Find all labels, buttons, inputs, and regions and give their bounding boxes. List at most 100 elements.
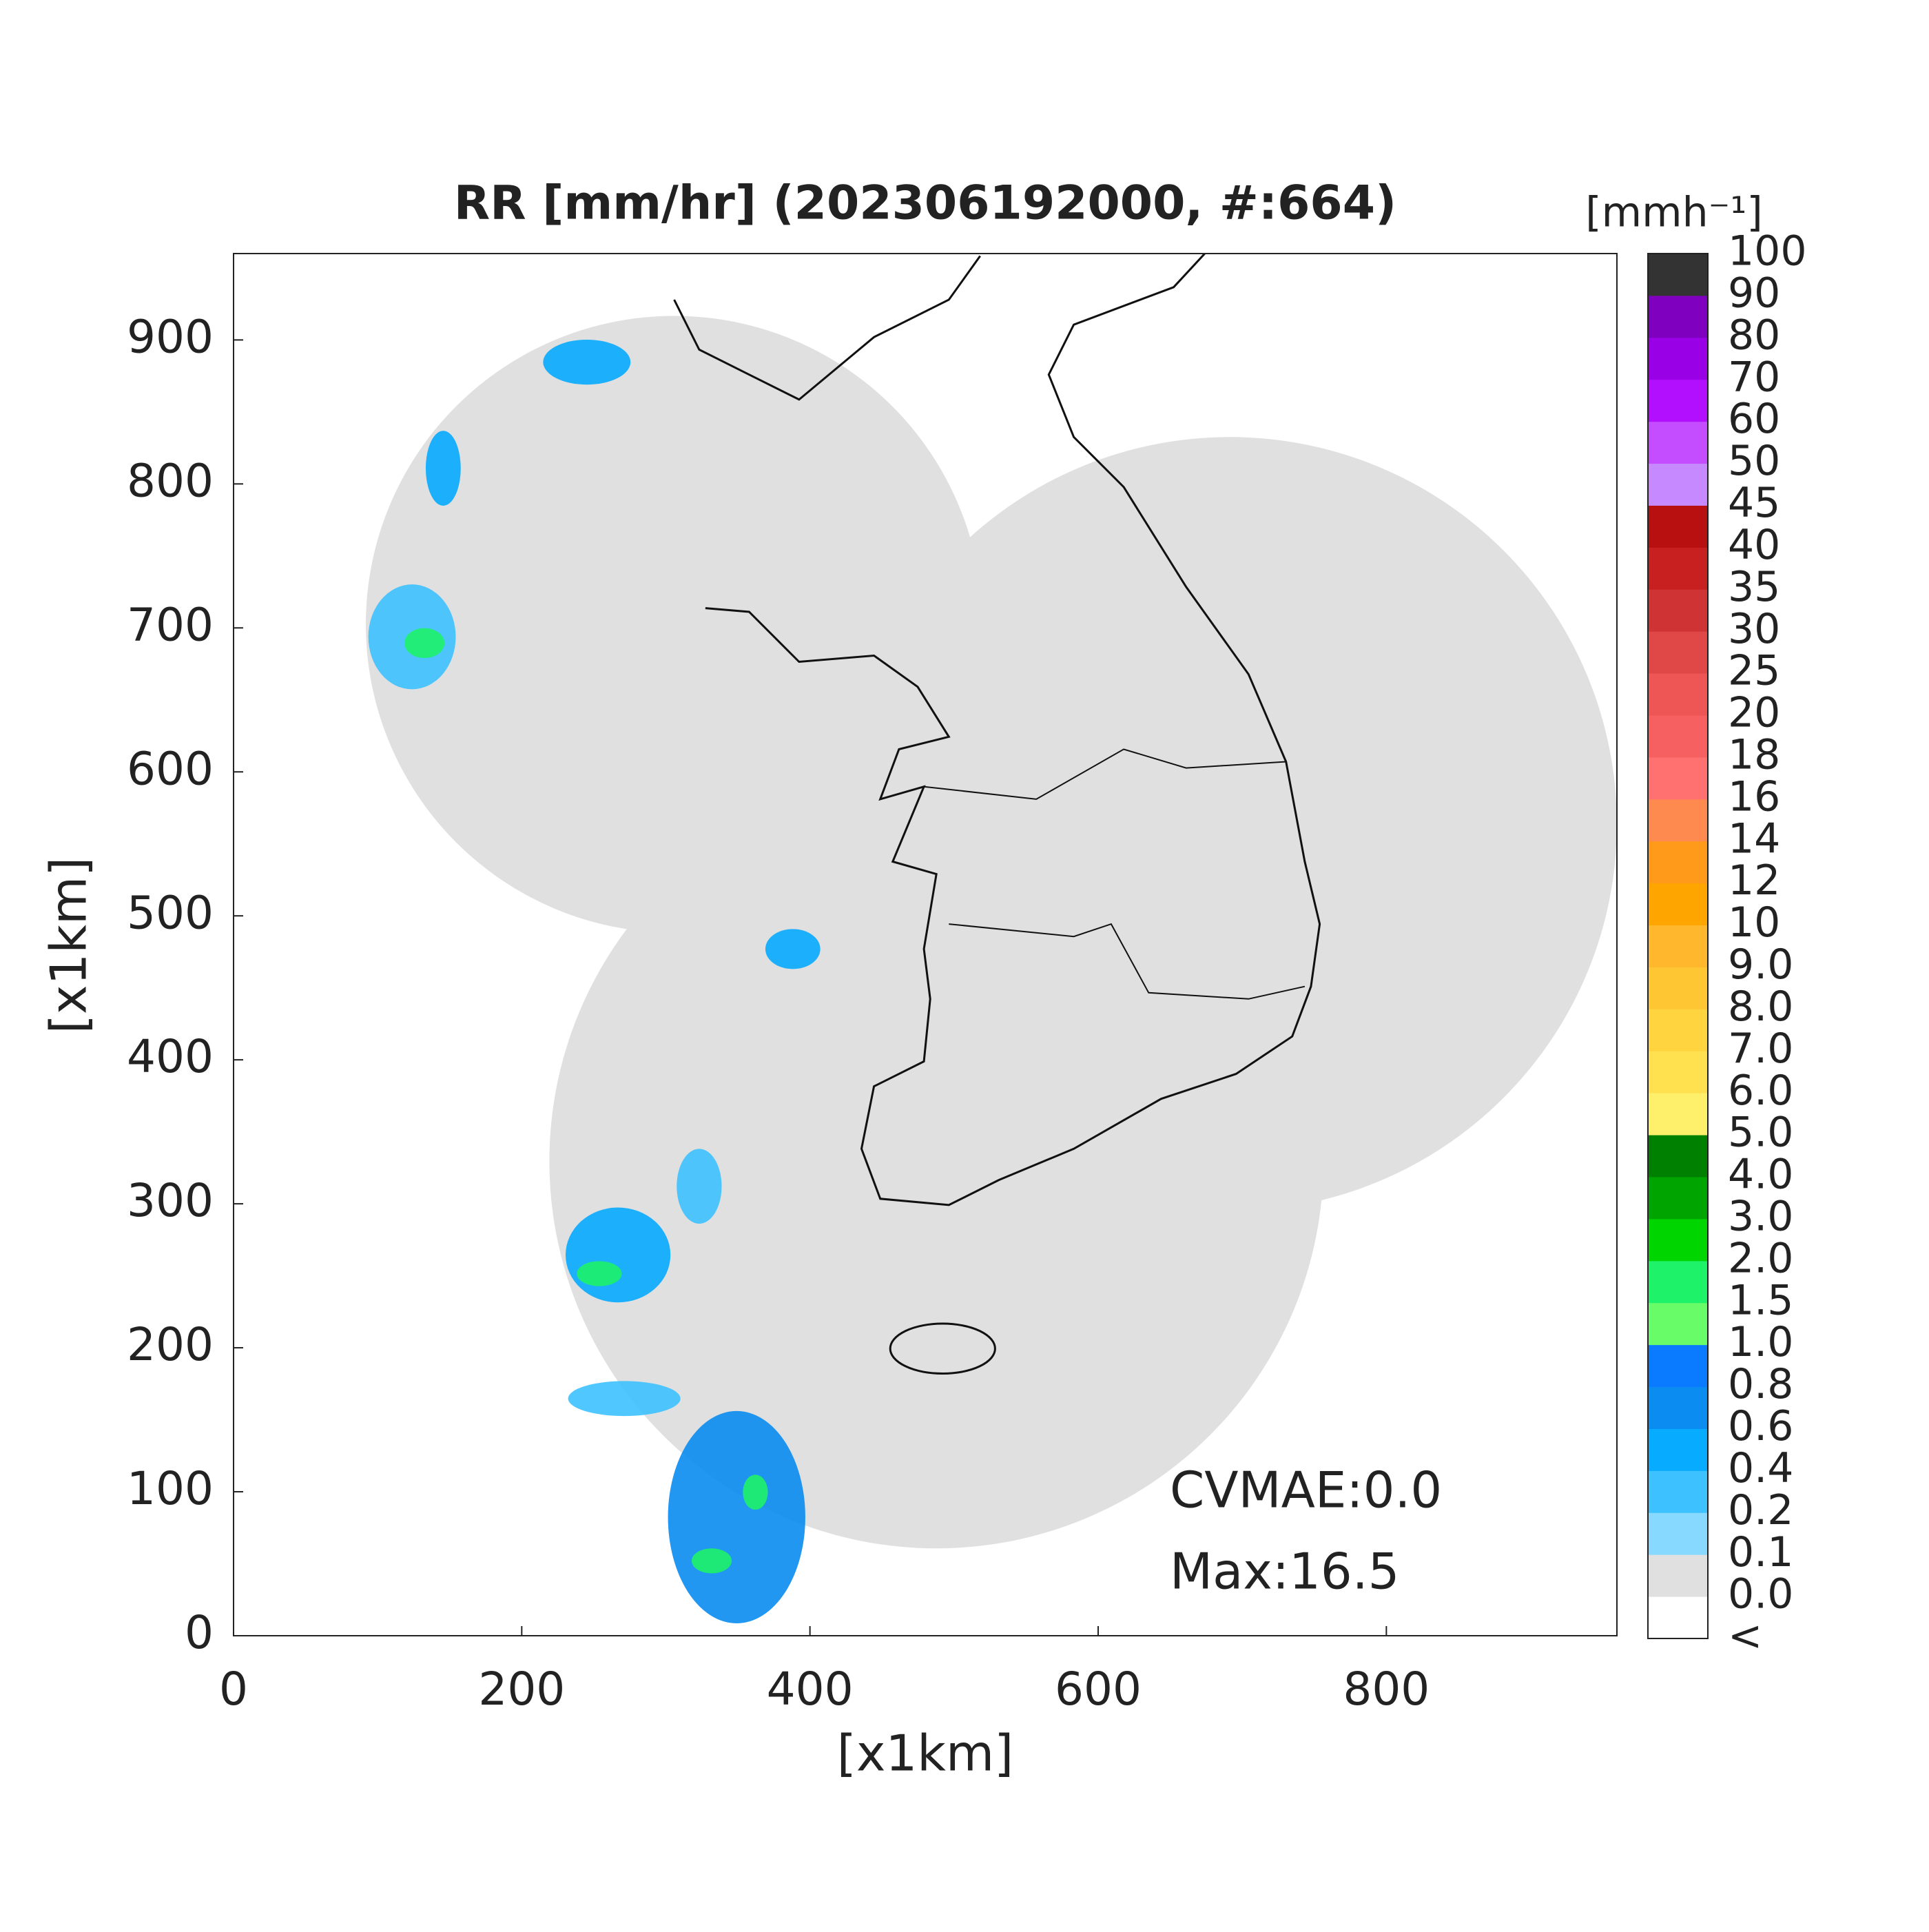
colorbar-segment: [1648, 1260, 1708, 1304]
colorbar-segment: [1648, 379, 1708, 422]
colorbar-segment: [1648, 1470, 1708, 1513]
x-tick-label: 0: [219, 1663, 248, 1716]
colorbar-segment: [1648, 631, 1708, 674]
coastline: [705, 254, 1321, 1206]
colorbar-tick-label: 5.0: [1728, 1109, 1793, 1157]
colorbar-segment: [1648, 1093, 1708, 1135]
colorbar-segment: [1648, 1428, 1708, 1471]
colorbar-segment: [1648, 841, 1708, 884]
colorbar-tick-label: 18: [1728, 731, 1780, 779]
colorbar-tick-label: 7.0: [1728, 1025, 1793, 1073]
colorbar-segment: [1648, 967, 1708, 1009]
province-border: [949, 923, 1306, 1000]
colorbar-tick-label: 0.0: [1728, 1570, 1793, 1618]
axes-frame: [233, 253, 1618, 1636]
colorbar-tick-label: 60: [1728, 395, 1780, 443]
colorbar-segment: [1648, 925, 1708, 967]
x-tick-label: 200: [478, 1663, 565, 1716]
x-tick-label: 400: [767, 1663, 854, 1716]
province-border: [923, 748, 1286, 800]
colorbar-segment: [1648, 1386, 1708, 1429]
colorbar-tick-label: 6.0: [1728, 1067, 1793, 1115]
colorbar-frame: [1647, 253, 1709, 1639]
rain-patch: [568, 1381, 681, 1417]
y-tick-label: 900: [127, 310, 214, 363]
colorbar-segment: [1648, 799, 1708, 842]
colorbar-tick-label: 70: [1728, 353, 1780, 401]
y-tick-label: 700: [127, 598, 214, 651]
rain-patch: [668, 1410, 805, 1623]
colorbar-tick-label: 9.0: [1728, 941, 1793, 989]
y-tick-label: 600: [127, 742, 214, 795]
colorbar-tick-label: 3.0: [1728, 1193, 1793, 1241]
rain-patch: [577, 1261, 622, 1286]
colorbar-tick-label: 4.0: [1728, 1151, 1793, 1199]
colorbar-segment: [1648, 337, 1708, 380]
colorbar-tick-label: 0.4: [1728, 1444, 1793, 1492]
rain-patch: [543, 339, 631, 385]
colorbar-segment: [1648, 1218, 1708, 1262]
y-tick-label: 400: [127, 1030, 214, 1083]
colorbar-segment: [1648, 1596, 1708, 1639]
rain-patch: [425, 431, 461, 506]
colorbar-segment: [1648, 463, 1708, 506]
island: [889, 1322, 996, 1375]
radar-coverage: [843, 437, 1617, 1211]
colorbar-tick-label: 45: [1728, 479, 1780, 527]
colorbar-tick-label: 50: [1728, 437, 1780, 485]
y-tick-label: 300: [127, 1174, 214, 1227]
radar-coverage: [366, 316, 983, 933]
y-axis-label: [x1km]: [40, 857, 98, 1034]
colorbar-segment: [1648, 757, 1708, 800]
rain-patch: [565, 1207, 671, 1303]
colorbar-segment: [1648, 673, 1708, 716]
colorbar-label: [mmh⁻¹]: [1585, 189, 1762, 237]
y-tick-label: 800: [127, 454, 214, 507]
colorbar-segment: [1648, 1051, 1708, 1093]
colorbar-tick-label: 100: [1728, 227, 1807, 276]
colorbar-segment: [1648, 883, 1708, 926]
rain-patch: [743, 1474, 768, 1510]
colorbar-segment: [1648, 1344, 1708, 1388]
border: [673, 255, 981, 401]
y-tick-label: 0: [185, 1606, 214, 1659]
colorbar-tick-label: 12: [1728, 856, 1780, 905]
x-tick-label: 800: [1343, 1663, 1430, 1716]
x-tick-label: 600: [1055, 1663, 1142, 1716]
colorbar-tick-label: 0.2: [1728, 1486, 1793, 1534]
annotation: Max:16.5: [1170, 1543, 1399, 1601]
y-tick-label: 100: [127, 1462, 214, 1515]
colorbar-segment: [1648, 1554, 1708, 1597]
map-layer: [366, 254, 1617, 1623]
colorbar-tick-label: 40: [1728, 521, 1780, 569]
colorbar-tick-label: 0.8: [1728, 1360, 1793, 1408]
colorbar-tick-label: 14: [1728, 814, 1780, 863]
colorbar-segment: [1648, 505, 1708, 548]
y-tick-label: 200: [127, 1318, 214, 1371]
y-tick-label: 500: [127, 886, 214, 939]
colorbar-segment: [1648, 295, 1708, 338]
chart-title: RR [mm/hr] (202306192000, #:664): [454, 176, 1396, 231]
rain-patch: [677, 1149, 722, 1224]
colorbar-tick-label: 90: [1728, 269, 1780, 318]
colorbar-tick-label: 80: [1728, 311, 1780, 359]
colorbar-tick-label: 30: [1728, 605, 1780, 653]
colorbar-segment: [1648, 254, 1708, 296]
colorbar-tick-label: 1.5: [1728, 1276, 1793, 1324]
colorbar-segment: [1648, 547, 1708, 590]
colorbar-tick-label: 10: [1728, 898, 1780, 947]
rain-patch: [404, 628, 445, 659]
colorbar-tick-label: 20: [1728, 689, 1780, 737]
colorbar-segment: [1648, 1009, 1708, 1051]
rain-patch: [765, 929, 821, 969]
x-axis-label: [x1km]: [837, 1725, 1013, 1782]
colorbar-tick-label: 16: [1728, 772, 1780, 821]
colorbar-tick-label: 35: [1728, 563, 1780, 611]
colorbar-tick-label: 2.0: [1728, 1234, 1793, 1282]
rain-patch: [692, 1548, 732, 1574]
colorbar-segment: [1648, 715, 1708, 758]
colorbar-segment: [1648, 1177, 1708, 1220]
colorbar-tick-label: 0.1: [1728, 1528, 1793, 1576]
